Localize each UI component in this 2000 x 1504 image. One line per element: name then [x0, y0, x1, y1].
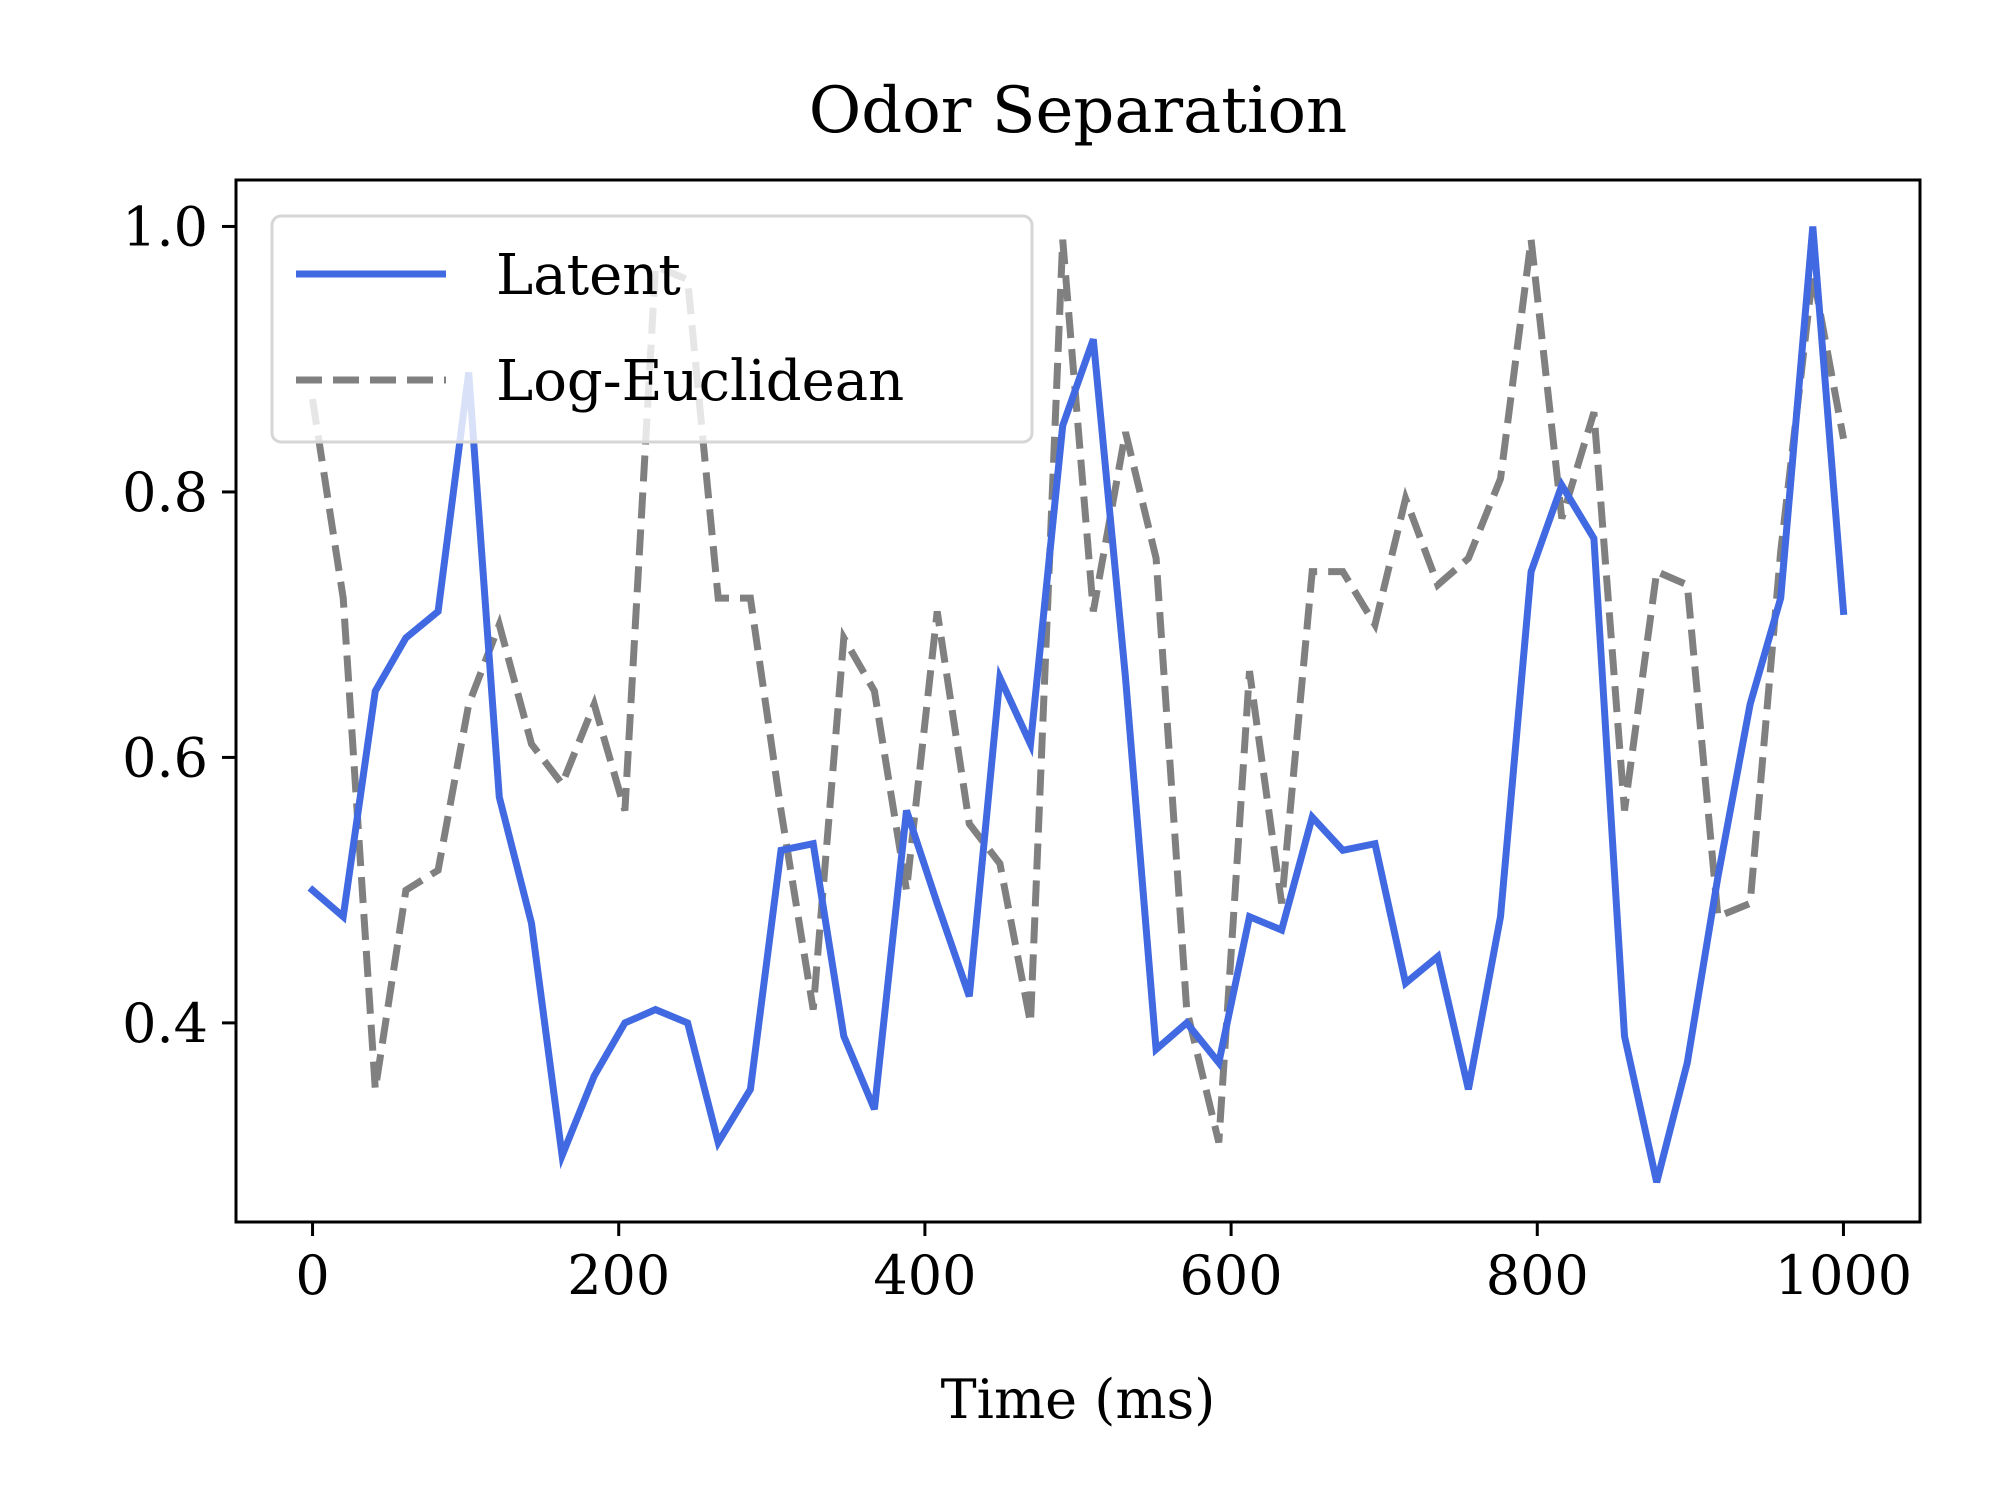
legend: Latent Log-Euclidean [270, 214, 1034, 444]
series-line-latent [307, 226, 1848, 1184]
legend-label-latent: Latent [496, 243, 681, 308]
series-line-log-euclidean [309, 239, 1847, 1144]
x-axis-label: Time (ms) [941, 1368, 1216, 1431]
chart-title: Odor Separation [809, 74, 1347, 148]
y-tick-label: 0.8 [122, 461, 208, 524]
x-tick-label: 200 [567, 1244, 670, 1307]
x-tick-label: 0 [295, 1244, 329, 1307]
x-tick-label: 1000 [1775, 1244, 1912, 1307]
x-tick-label: 800 [1486, 1244, 1589, 1307]
legend-box [270, 214, 1034, 444]
y-tick-label: 1.0 [122, 195, 208, 258]
axes-frame [234, 178, 1922, 1224]
y-tick-label: 0.4 [122, 992, 208, 1055]
x-tick-label: 600 [1180, 1244, 1283, 1307]
legend-label-log-euclidean: Log-Euclidean [496, 349, 904, 414]
x-tick-label: 400 [873, 1244, 976, 1307]
y-tick-label: 0.6 [122, 726, 208, 789]
plot-area [307, 226, 1848, 1184]
axes: 0 200 400 600 800 1000 0.4 0.6 0.8 1.0 [122, 178, 1922, 1307]
